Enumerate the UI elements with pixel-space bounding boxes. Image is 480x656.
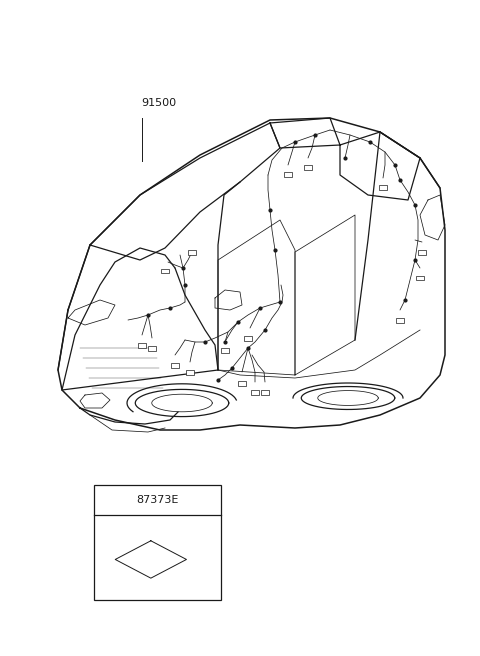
Bar: [148, 346, 156, 350]
Bar: [416, 276, 424, 281]
Bar: [186, 369, 194, 375]
Text: 91500: 91500: [142, 98, 177, 108]
Bar: [396, 318, 404, 323]
Bar: [304, 165, 312, 171]
Bar: [171, 363, 179, 367]
Bar: [221, 348, 229, 352]
Bar: [238, 380, 246, 386]
Bar: [284, 173, 292, 178]
Bar: [244, 335, 252, 340]
Bar: [379, 186, 387, 190]
Bar: [251, 390, 259, 394]
Bar: [418, 249, 426, 255]
Bar: [161, 268, 169, 274]
Bar: [261, 390, 269, 394]
Bar: [188, 251, 196, 255]
Bar: [94, 485, 221, 600]
Text: 87373E: 87373E: [136, 495, 179, 505]
Bar: [138, 342, 146, 348]
